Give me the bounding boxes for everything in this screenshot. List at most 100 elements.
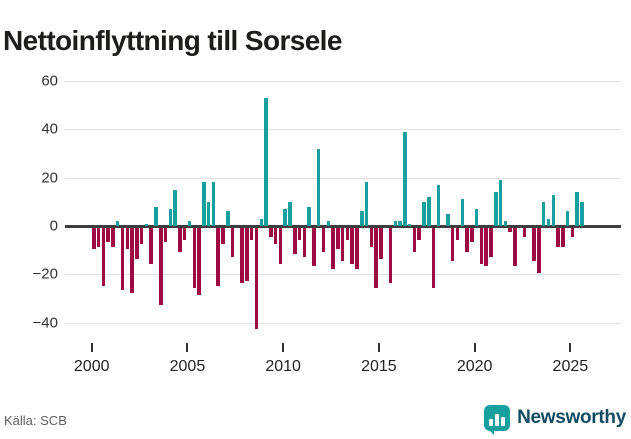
bar [565, 211, 570, 226]
page-title: Nettoinflyttning till Sorsele [3, 24, 342, 56]
logo-bar-icon [501, 417, 506, 426]
bar [340, 227, 345, 262]
x-tick-label: 2025 [552, 358, 589, 375]
bar [427, 196, 431, 226]
bar [522, 227, 527, 238]
bar [355, 227, 359, 269]
y-tick-label: −40 [32, 314, 58, 332]
bar [173, 189, 177, 226]
bar [513, 227, 517, 267]
bar [546, 218, 551, 226]
bar [316, 148, 321, 226]
x-tick-mark [282, 343, 285, 352]
bar [221, 227, 225, 245]
bar [192, 227, 197, 288]
bar [249, 227, 254, 240]
bar [484, 227, 488, 267]
bar [465, 227, 469, 252]
bar [230, 227, 235, 257]
bar [273, 227, 278, 245]
newsworthy-wordmark: Newsworthy [517, 407, 626, 428]
bar [264, 97, 268, 226]
bar [216, 227, 220, 286]
bar [388, 227, 393, 284]
newsworthy-brand[interactable]: Newsworthy [484, 405, 626, 435]
x-tick-label: 2020 [456, 358, 493, 375]
bar [431, 227, 436, 288]
bar [537, 227, 541, 274]
bar [187, 221, 192, 226]
bar [178, 227, 182, 252]
bar [240, 227, 244, 284]
bar [508, 227, 512, 233]
bar [403, 131, 407, 226]
bar [450, 227, 455, 262]
bar [168, 209, 173, 226]
bar [302, 227, 307, 257]
bar [254, 227, 259, 330]
bar [269, 227, 273, 238]
gridline [65, 274, 621, 276]
bar [503, 221, 508, 226]
bar [120, 227, 125, 291]
source-note: Källa: SCB [4, 413, 67, 428]
x-tick-label: 2005 [169, 358, 206, 375]
bar [197, 227, 201, 296]
bar [436, 184, 441, 226]
bar [259, 218, 264, 226]
bar [412, 227, 417, 252]
bar [163, 227, 168, 243]
bar [374, 227, 378, 288]
x-tick-mark [569, 343, 572, 352]
bar [561, 227, 565, 247]
x-tick-mark [473, 343, 476, 352]
bar [345, 227, 350, 240]
logo-bar-icon [489, 419, 494, 426]
x-tick-label: 2010 [265, 358, 301, 375]
bar [417, 227, 421, 240]
bar [182, 227, 187, 240]
bar [479, 227, 484, 264]
y-tick-label: 0 [49, 217, 58, 235]
bar [245, 227, 249, 281]
bar [360, 211, 364, 226]
bar [125, 227, 129, 250]
gridline [65, 177, 621, 179]
x-tick-mark [90, 343, 93, 352]
logo-speech-tail-icon [488, 429, 495, 435]
bar [159, 227, 163, 305]
newsworthy-logo-icon [484, 405, 511, 435]
bar [288, 201, 292, 226]
bar [570, 227, 575, 238]
bar [307, 206, 311, 226]
bar [144, 223, 149, 226]
bar [293, 227, 297, 255]
bar [149, 227, 153, 264]
bar [460, 199, 465, 226]
y-tick-label: 60 [41, 72, 58, 90]
bar [474, 209, 479, 226]
bar [498, 180, 503, 226]
x-tick-label: 2015 [361, 358, 397, 375]
bar [226, 211, 230, 226]
zero-line [65, 224, 621, 228]
bar [92, 227, 96, 250]
bar [393, 221, 398, 226]
bar [422, 201, 426, 226]
x-tick-mark [186, 343, 189, 352]
gridline [65, 322, 621, 324]
bar [532, 227, 536, 262]
bar [407, 223, 412, 226]
bar [455, 227, 460, 240]
y-tick-label: 40 [41, 120, 58, 138]
bar [115, 221, 120, 226]
bar [111, 227, 115, 247]
bar [312, 227, 316, 267]
bar [283, 209, 287, 226]
bar [135, 227, 139, 259]
bar [556, 227, 560, 247]
bar [350, 227, 354, 264]
bar [154, 206, 158, 226]
